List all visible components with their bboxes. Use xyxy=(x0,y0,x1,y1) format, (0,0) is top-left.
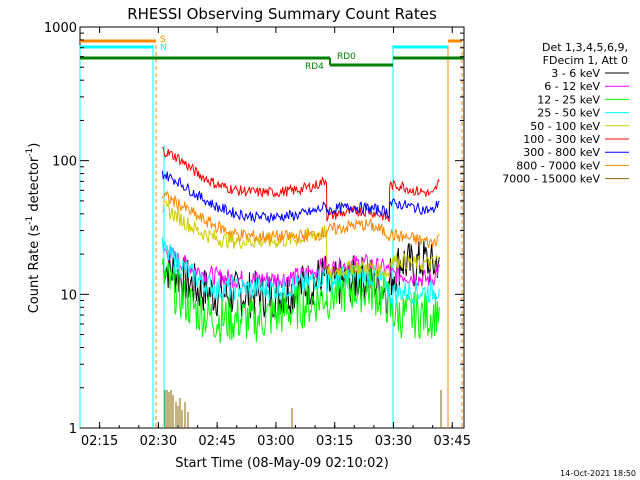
legend-label-8: 7000 - 15000 keV xyxy=(502,173,600,186)
series-layer xyxy=(161,146,440,344)
series-line-3 xyxy=(161,236,440,305)
series-line-4 xyxy=(161,200,440,280)
flag-bars: S N RD0 RD4 xyxy=(80,35,464,72)
legend-label-2: 12 - 25 keV xyxy=(537,93,600,106)
y-axis: 1 10 100 1000 xyxy=(44,21,464,437)
legend-header-line-1: Det 1,3,4,5,6,9, xyxy=(542,41,628,54)
x-tick-label: 02:15 xyxy=(81,434,118,449)
legend: Det 1,3,4,5,6,9, FDecim 1, Att 0 3 - 6 k… xyxy=(502,41,629,186)
rd0-label: RD0 xyxy=(337,52,356,62)
legend-label-3: 25 - 50 keV xyxy=(537,107,600,120)
legend-header-line-2: FDecim 1, Att 0 xyxy=(543,54,628,67)
chart-title: RHESSI Observing Summary Count Rates xyxy=(127,5,437,23)
legend-label-4: 50 - 100 keV xyxy=(530,120,600,133)
legend-label-0: 3 - 6 keV xyxy=(551,67,600,80)
series-line-2 xyxy=(161,258,440,344)
x-tick-label: 03:15 xyxy=(316,434,353,449)
legend-label-1: 6 - 12 keV xyxy=(544,80,600,93)
x-axis: 02:15 02:30 02:45 03:00 03:15 03:30 03:45 xyxy=(81,27,471,449)
series-line-7 xyxy=(161,190,440,249)
series-line-6 xyxy=(161,170,440,224)
y-tick-label: 100 xyxy=(52,155,77,170)
x-tick-label: 03:30 xyxy=(375,434,412,449)
x-tick-label: 03:00 xyxy=(257,434,294,449)
y-label-mid: detector xyxy=(27,156,42,216)
legend-label-7: 800 - 7000 keV xyxy=(516,159,600,172)
y-tick-label: 1 xyxy=(69,422,77,437)
night-flag-label: N xyxy=(160,43,167,53)
x-tick-label: 02:30 xyxy=(140,434,177,449)
high-energy-spikes xyxy=(164,390,442,428)
y-tick-label: 10 xyxy=(60,288,77,303)
x-tick-label: 02:45 xyxy=(198,434,235,449)
series-line-5 xyxy=(161,146,440,223)
y-axis-label: Count Rate (s-1 detector-1) xyxy=(25,143,42,314)
y-label-main: Count Rate (s xyxy=(27,225,42,314)
y-tick-label: 1000 xyxy=(44,21,77,36)
y-label-exp1: -1 xyxy=(25,216,35,225)
legend-label-6: 300 - 800 keV xyxy=(523,146,600,159)
generation-timestamp: 14-Oct-2021 18:50 xyxy=(560,469,636,478)
legend-label-5: 100 - 300 keV xyxy=(523,133,600,146)
plot-frame xyxy=(79,26,465,429)
rd4-label: RD4 xyxy=(305,62,324,72)
y-label-end: ) xyxy=(27,143,42,148)
x-axis-label: Start Time (08-May-09 02:10:02) xyxy=(175,456,389,471)
y-label-exp2: -1 xyxy=(25,148,35,157)
x-tick-label: 03:45 xyxy=(434,434,471,449)
saa-flag-label: S xyxy=(160,35,166,45)
